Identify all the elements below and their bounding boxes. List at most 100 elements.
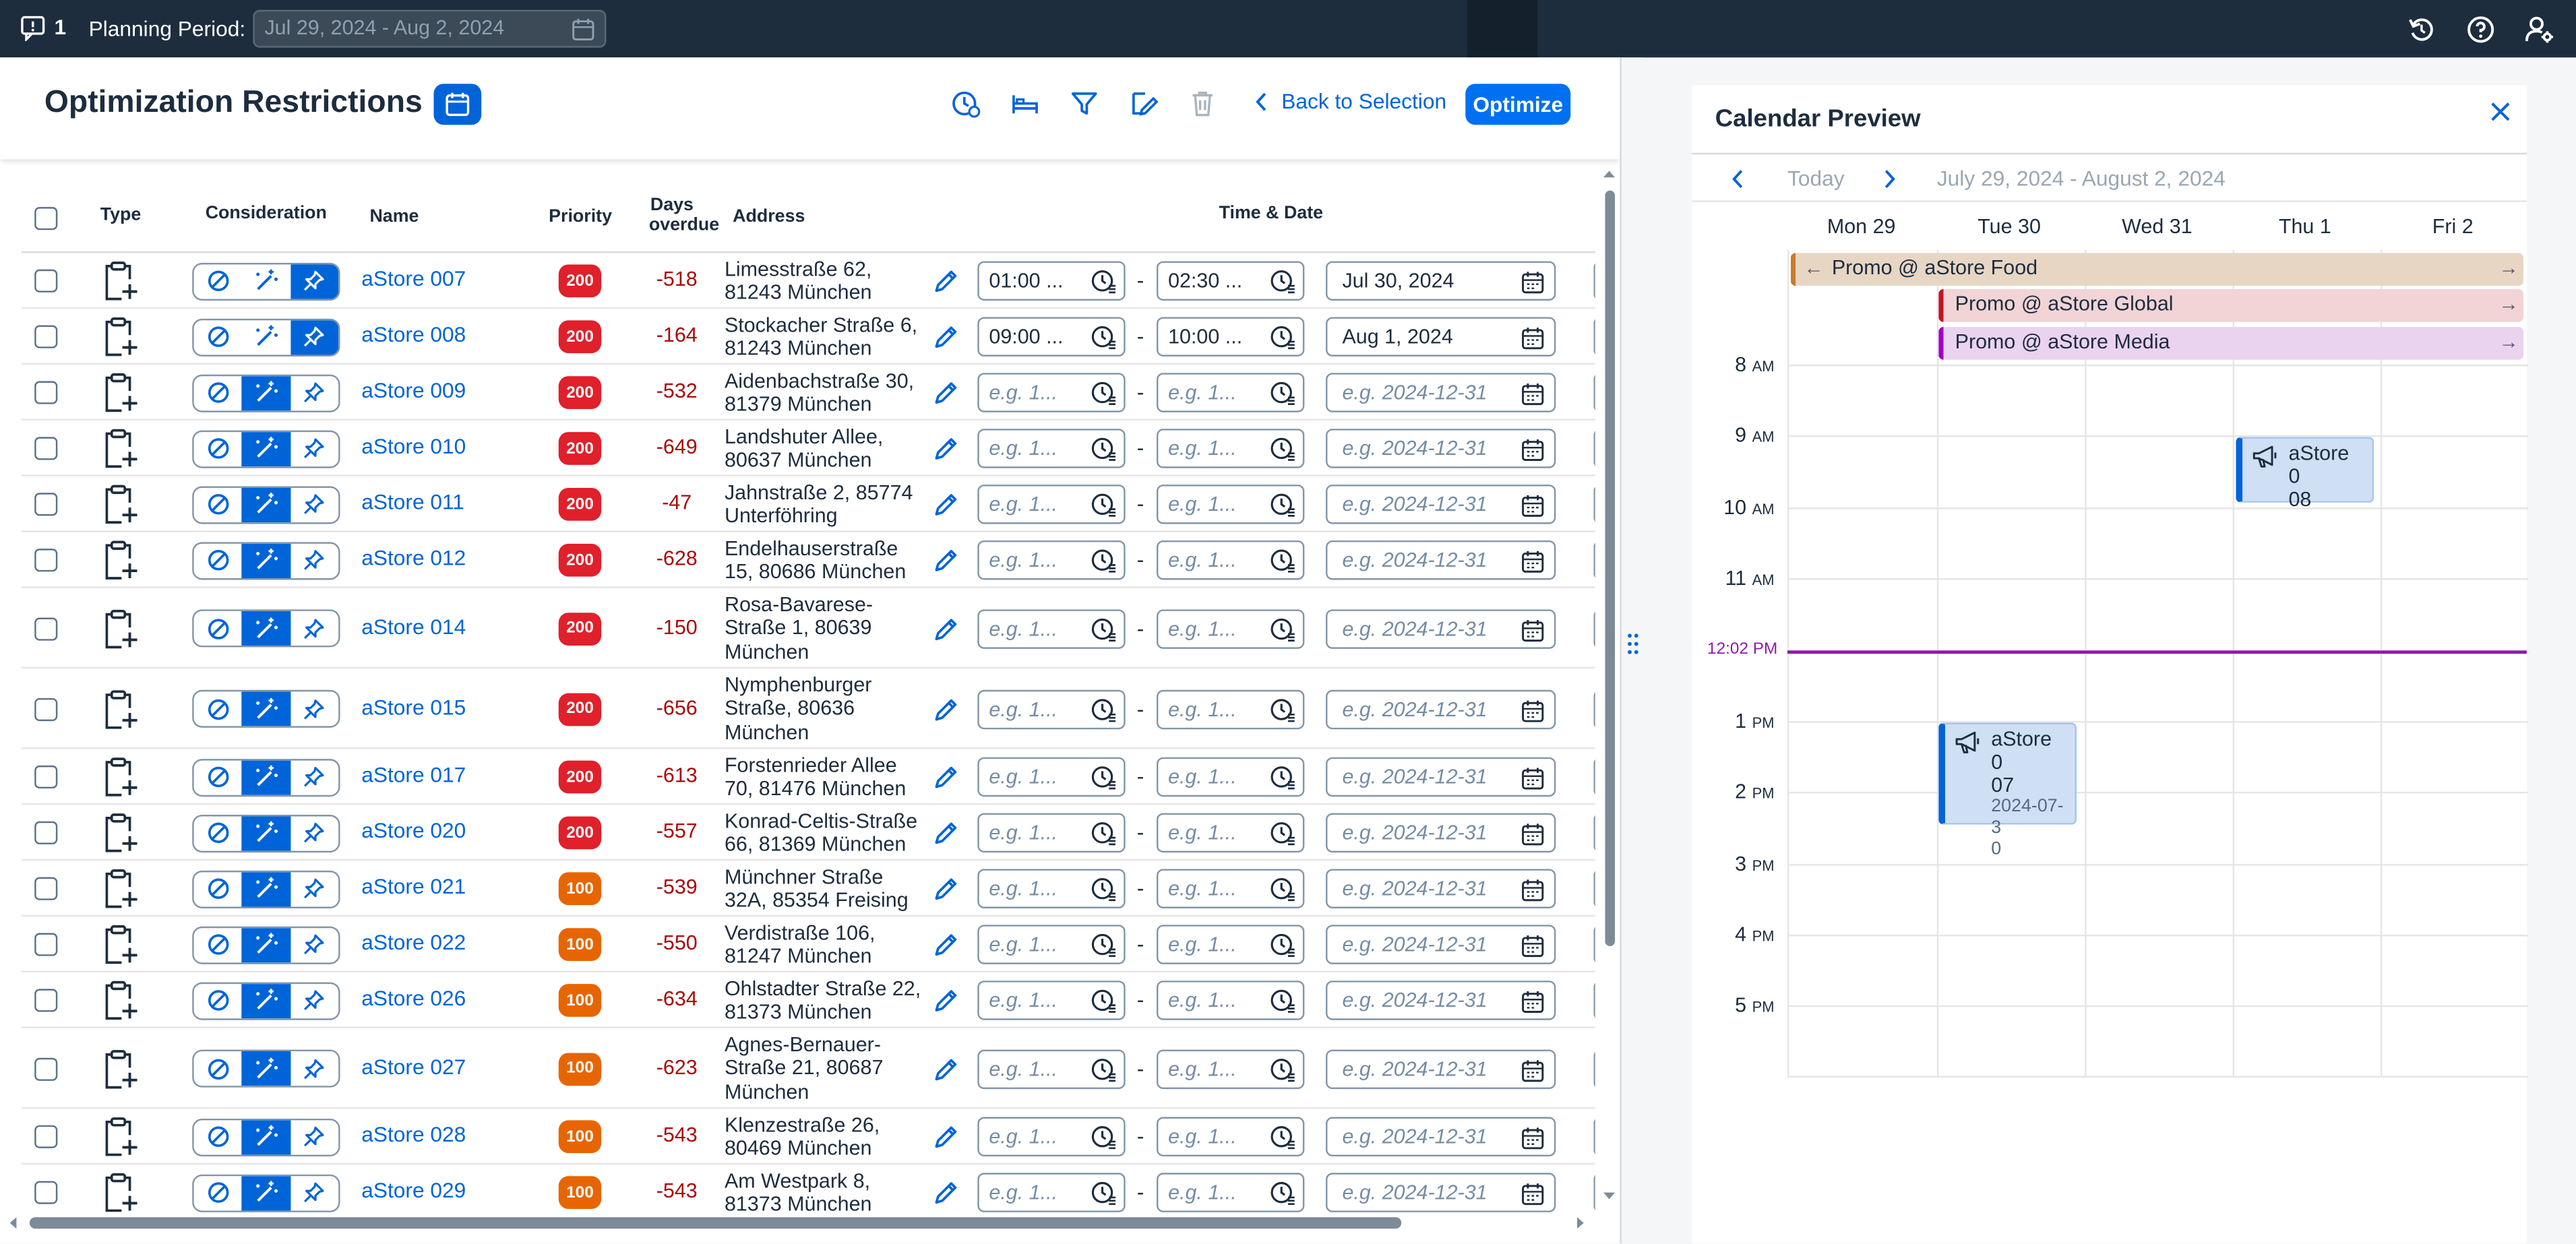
clock-icon[interactable] (1091, 987, 1117, 1025)
clock-icon[interactable] (1270, 268, 1296, 305)
next-column-input[interactable] (1593, 689, 1595, 729)
store-name-link[interactable]: aStore 008 (361, 321, 466, 347)
select-all-checkbox[interactable] (34, 207, 58, 230)
edit-icon[interactable] (933, 435, 960, 462)
row-checkbox[interactable] (34, 549, 58, 572)
consideration-toggle[interactable] (192, 1049, 340, 1088)
calendar-icon[interactable] (1521, 1181, 1544, 1214)
pin-icon[interactable] (290, 375, 338, 410)
consideration-toggle[interactable] (192, 541, 340, 580)
date-range-label[interactable]: July 29, 2024 - August 2, 2024 (1936, 166, 2226, 191)
auto-plan-icon[interactable] (242, 487, 290, 522)
calendar-icon[interactable] (1521, 549, 1544, 585)
auto-plan-icon[interactable] (242, 927, 290, 962)
clock-icon[interactable] (1270, 435, 1296, 473)
calendar-icon[interactable] (1521, 1125, 1544, 1162)
row-checkbox[interactable] (34, 617, 58, 640)
clock-icon[interactable] (1091, 819, 1117, 857)
start-time-input[interactable]: e.g. 1... (977, 813, 1126, 853)
time-settings-icon[interactable] (951, 89, 981, 119)
auto-plan-icon[interactable] (242, 611, 290, 646)
scroll-down-icon[interactable] (1602, 1189, 1617, 1203)
row-checkbox[interactable] (34, 821, 58, 844)
row-checkbox[interactable] (34, 437, 58, 460)
calendar-icon[interactable] (1521, 989, 1544, 1025)
pin-icon[interactable] (290, 871, 338, 906)
date-input[interactable]: Jul 30, 2024 (1326, 261, 1556, 301)
clock-icon[interactable] (1270, 379, 1296, 417)
end-time-input[interactable]: e.g. 1... (1157, 813, 1305, 853)
end-time-input[interactable]: e.g. 1... (1157, 981, 1305, 1020)
clock-icon[interactable] (1091, 931, 1117, 969)
consideration-toggle[interactable] (192, 689, 340, 728)
end-time-input[interactable]: e.g. 1... (1157, 757, 1305, 797)
date-input[interactable]: e.g. 2024-12-31 (1326, 925, 1556, 964)
reset-icon[interactable] (2407, 15, 2436, 44)
exclude-icon[interactable] (194, 1051, 242, 1086)
edit-icon[interactable] (933, 1123, 960, 1150)
auto-plan-icon[interactable] (242, 691, 290, 726)
planning-period-input[interactable]: Jul 29, 2024 - Aug 2, 2024 (253, 9, 607, 48)
store-name-link[interactable]: aStore 017 (361, 762, 466, 787)
calendar-icon[interactable] (1521, 270, 1544, 306)
start-time-input[interactable]: e.g. 1... (977, 485, 1126, 524)
next-column-input[interactable] (1593, 981, 1595, 1020)
date-input[interactable]: e.g. 2024-12-31 (1326, 1049, 1556, 1088)
date-input[interactable]: e.g. 2024-12-31 (1326, 485, 1556, 524)
end-time-input[interactable]: e.g. 1... (1157, 373, 1305, 412)
store-name-link[interactable]: aStore 012 (361, 545, 466, 570)
clock-icon[interactable] (1270, 695, 1296, 733)
start-time-input[interactable]: e.g. 1... (977, 981, 1126, 1020)
exclude-icon[interactable] (194, 1119, 242, 1154)
row-checkbox[interactable] (34, 493, 58, 516)
row-checkbox[interactable] (34, 269, 58, 292)
row-checkbox[interactable] (34, 697, 58, 720)
delete-icon[interactable] (1188, 89, 1217, 119)
pin-icon[interactable] (290, 691, 338, 726)
row-checkbox[interactable] (34, 1057, 58, 1080)
clock-icon[interactable] (1091, 615, 1117, 653)
clock-icon[interactable] (1270, 819, 1296, 857)
close-icon[interactable] (2487, 98, 2513, 125)
promo-bar[interactable]: Promo @ aStore Media → (1938, 327, 2523, 360)
auto-plan-icon[interactable] (242, 375, 290, 410)
start-time-input[interactable]: 01:00 ... (977, 261, 1126, 301)
start-time-input[interactable]: e.g. 1... (977, 1173, 1126, 1212)
previous-week-icon[interactable] (1731, 169, 1745, 189)
edit-icon[interactable] (933, 323, 960, 350)
start-time-input[interactable]: e.g. 1... (977, 757, 1126, 797)
scroll-up-icon[interactable] (1602, 168, 1617, 181)
calendar-icon[interactable] (1521, 617, 1544, 653)
help-icon[interactable] (2466, 15, 2496, 44)
consideration-toggle[interactable] (192, 317, 340, 356)
store-name-link[interactable]: aStore 011 (361, 489, 464, 514)
consideration-toggle[interactable] (192, 757, 340, 796)
calendar-icon[interactable] (572, 18, 594, 41)
clock-icon[interactable] (1091, 435, 1117, 473)
date-input[interactable]: e.g. 2024-12-31 (1326, 689, 1556, 729)
exclude-icon[interactable] (194, 319, 242, 354)
next-column-input[interactable] (1593, 429, 1595, 468)
auto-plan-icon[interactable] (242, 1119, 290, 1154)
calendar-icon[interactable] (1521, 933, 1544, 970)
edit-icon[interactable] (933, 931, 960, 958)
vertical-scrollbar[interactable] (1602, 168, 1617, 1211)
next-column-input[interactable] (1593, 540, 1595, 580)
date-input[interactable]: Aug 1, 2024 (1326, 317, 1556, 356)
end-time-input[interactable]: e.g. 1... (1157, 925, 1305, 964)
clock-icon[interactable] (1270, 491, 1296, 529)
auto-plan-icon[interactable] (242, 1175, 290, 1210)
consideration-toggle[interactable] (192, 1173, 340, 1212)
store-name-link[interactable]: aStore 022 (361, 929, 466, 955)
start-time-input[interactable]: e.g. 1... (977, 540, 1126, 580)
auto-plan-icon[interactable] (242, 319, 290, 354)
exclude-icon[interactable] (194, 431, 242, 466)
next-column-input[interactable] (1593, 1117, 1595, 1156)
date-input[interactable]: e.g. 2024-12-31 (1326, 1117, 1556, 1156)
consideration-toggle[interactable] (192, 981, 340, 1020)
date-input[interactable]: e.g. 2024-12-31 (1326, 1173, 1556, 1212)
date-input[interactable]: e.g. 2024-12-31 (1326, 869, 1556, 908)
auto-plan-icon[interactable] (242, 1051, 290, 1086)
bed-icon[interactable] (1010, 89, 1040, 119)
exclude-icon[interactable] (194, 691, 242, 726)
